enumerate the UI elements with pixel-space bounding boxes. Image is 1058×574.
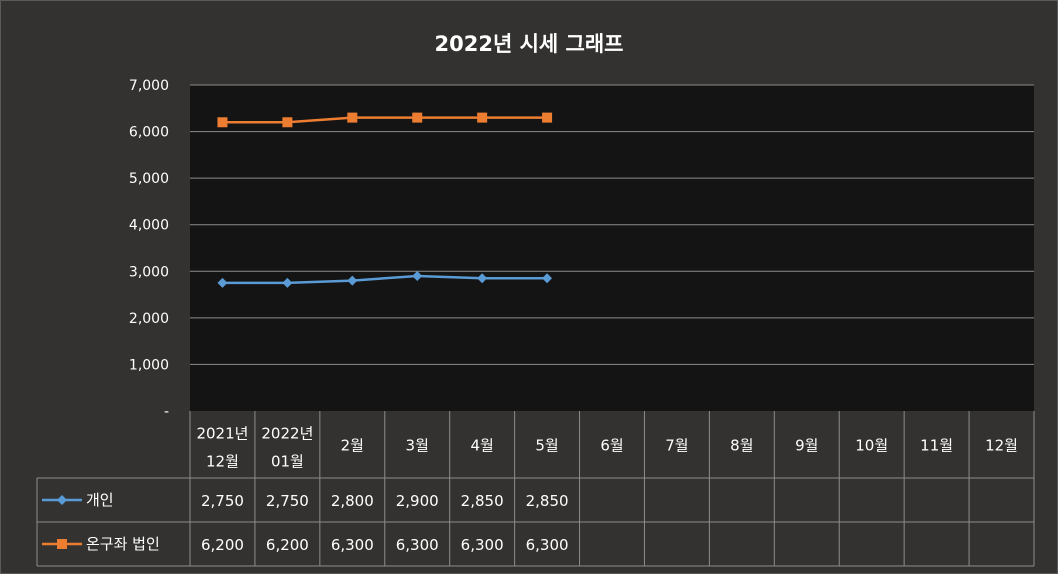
x-tick-label: 2022년 — [261, 425, 313, 443]
x-tick-label: 9월 — [795, 437, 818, 455]
y-tick-label: 7,000 — [129, 78, 169, 94]
y-tick-label: 2,000 — [129, 311, 169, 327]
data-table-value: 2,850 — [526, 492, 569, 510]
data-table-value: 6,200 — [201, 536, 244, 554]
series-line — [222, 116, 548, 124]
series-point — [217, 117, 228, 128]
series-point — [282, 277, 293, 288]
series-point — [347, 275, 358, 286]
x-tick-label: 2월 — [341, 437, 364, 455]
series-point — [477, 112, 488, 123]
data-table-value: 6,300 — [396, 536, 439, 554]
y-tick-label: - — [164, 404, 169, 420]
x-tick-label: 4월 — [470, 437, 493, 455]
y-tick-label: 3,000 — [129, 264, 169, 280]
data-table-value: 2,800 — [331, 492, 374, 510]
data-table-value: 2,750 — [266, 492, 309, 510]
series-point — [412, 270, 423, 281]
x-tick-label: 11월 — [920, 437, 953, 455]
series-point — [542, 112, 553, 123]
legend-key-marker — [57, 495, 67, 505]
series-point — [282, 117, 293, 128]
legend-label: 온구좌 법인 — [86, 535, 160, 553]
y-tick-label: 1,000 — [129, 357, 169, 373]
data-table-value: 2,750 — [201, 492, 244, 510]
legend-label: 개인 — [86, 491, 114, 509]
x-tick-label: 7월 — [665, 437, 688, 455]
data-table-value: 6,200 — [266, 536, 309, 554]
data-table-value: 2,850 — [461, 492, 504, 510]
y-tick-label: 5,000 — [129, 171, 169, 187]
legend-key-marker — [57, 539, 67, 549]
y-tick-label: 4,000 — [129, 218, 169, 234]
series-point — [347, 112, 358, 123]
series-point — [477, 273, 488, 284]
x-tick-label: 6월 — [600, 437, 623, 455]
x-tick-label: 01월 — [271, 453, 304, 471]
series-point — [217, 277, 228, 288]
x-tick-label: 12월 — [206, 453, 239, 471]
x-tick-label: 3월 — [406, 437, 429, 455]
x-tick-label: 10월 — [855, 437, 888, 455]
y-tick-label: 6,000 — [129, 125, 169, 141]
series-line — [222, 274, 548, 285]
plot-area — [190, 85, 1034, 411]
x-tick-label: 5월 — [535, 437, 558, 455]
data-table-value: 6,300 — [461, 536, 504, 554]
data-table-value: 6,300 — [526, 536, 569, 554]
data-table-value: 6,300 — [331, 536, 374, 554]
x-tick-label: 12월 — [985, 437, 1018, 455]
series-point — [542, 273, 553, 284]
data-table-value: 2,900 — [396, 492, 439, 510]
series-point — [412, 112, 423, 123]
x-tick-label: 8월 — [730, 437, 753, 455]
x-tick-label: 2021년 — [196, 425, 248, 443]
chart-title: 2022년 시세 그래프 — [434, 32, 624, 56]
